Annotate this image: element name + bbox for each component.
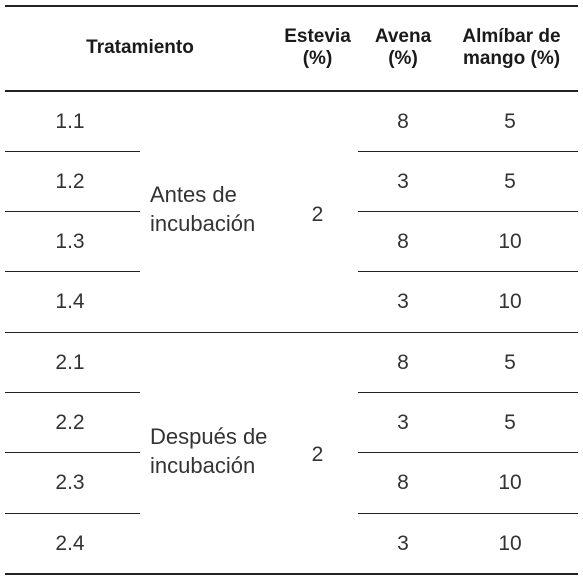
group-label-before-line1: Antes de xyxy=(150,182,237,207)
table-top-rule xyxy=(5,5,578,7)
row-oats: 3 xyxy=(397,290,409,313)
header-bottom-rule xyxy=(5,90,578,92)
header-mango-syrup-line2: mango (%) xyxy=(462,47,561,69)
row-id: 1.3 xyxy=(55,229,85,253)
row-oats: 3 xyxy=(397,531,409,555)
group-label-after-line2: incubación xyxy=(150,453,256,478)
row-divider xyxy=(358,151,578,152)
row-id: 1.4 xyxy=(55,290,85,313)
group-label-before-line2: incubación xyxy=(150,211,256,236)
row-mango-syrup: 10 xyxy=(498,229,522,253)
row-oats: 8 xyxy=(397,229,409,253)
row-oats: 8 xyxy=(397,109,409,133)
group-stevia-before: 2 xyxy=(311,203,324,226)
table-bottom-rule xyxy=(5,573,578,575)
row-mango-syrup: 10 xyxy=(498,290,522,313)
group-label-after-line1: Después de xyxy=(150,424,268,449)
row-divider xyxy=(358,211,578,212)
row-id: 2.2 xyxy=(55,410,85,434)
group-divider-rule xyxy=(5,332,578,333)
header-mango-syrup-line1: Almíbar de xyxy=(462,25,561,47)
row-divider xyxy=(5,392,140,393)
row-id: 2.1 xyxy=(55,350,85,374)
group-stevia-after: 2 xyxy=(311,443,324,466)
row-mango-syrup: 5 xyxy=(504,169,516,193)
header-stevia-line2: (%) xyxy=(302,47,333,69)
row-mango-syrup: 10 xyxy=(498,531,522,555)
header-stevia-line1: Estevia xyxy=(284,25,351,47)
row-id: 1.1 xyxy=(55,109,85,133)
row-id: 1.2 xyxy=(55,169,85,193)
header-stevia: Estevia (%) xyxy=(270,5,365,90)
row-oats: 8 xyxy=(397,350,409,374)
row-oats: 8 xyxy=(397,471,409,494)
row-divider xyxy=(5,452,140,453)
row-id: 2.3 xyxy=(55,471,85,494)
row-divider xyxy=(5,151,140,152)
row-divider xyxy=(358,513,578,514)
header-treatment: Tratamiento xyxy=(86,36,194,58)
group-label-before: Antes de incubación xyxy=(150,180,300,242)
row-divider xyxy=(5,513,140,514)
row-oats: 3 xyxy=(397,169,409,193)
row-oats: 3 xyxy=(397,410,409,434)
row-divider xyxy=(5,211,140,212)
row-divider xyxy=(358,392,578,393)
row-mango-syrup: 5 xyxy=(504,109,516,133)
header-oats-line2: (%) xyxy=(388,47,418,69)
row-divider xyxy=(5,271,140,272)
header-oats-line1: Avena xyxy=(374,25,432,47)
row-divider xyxy=(358,452,578,453)
row-mango-syrup: 10 xyxy=(498,471,522,494)
row-id: 2.4 xyxy=(55,531,85,555)
row-divider xyxy=(358,271,578,272)
group-label-after: Después de incubación xyxy=(150,422,300,484)
row-mango-syrup: 5 xyxy=(504,350,516,374)
header-mango-syrup: Almíbar de mango (%) xyxy=(450,5,573,90)
row-mango-syrup: 5 xyxy=(504,410,516,434)
header-oats: Avena (%) xyxy=(358,5,448,90)
